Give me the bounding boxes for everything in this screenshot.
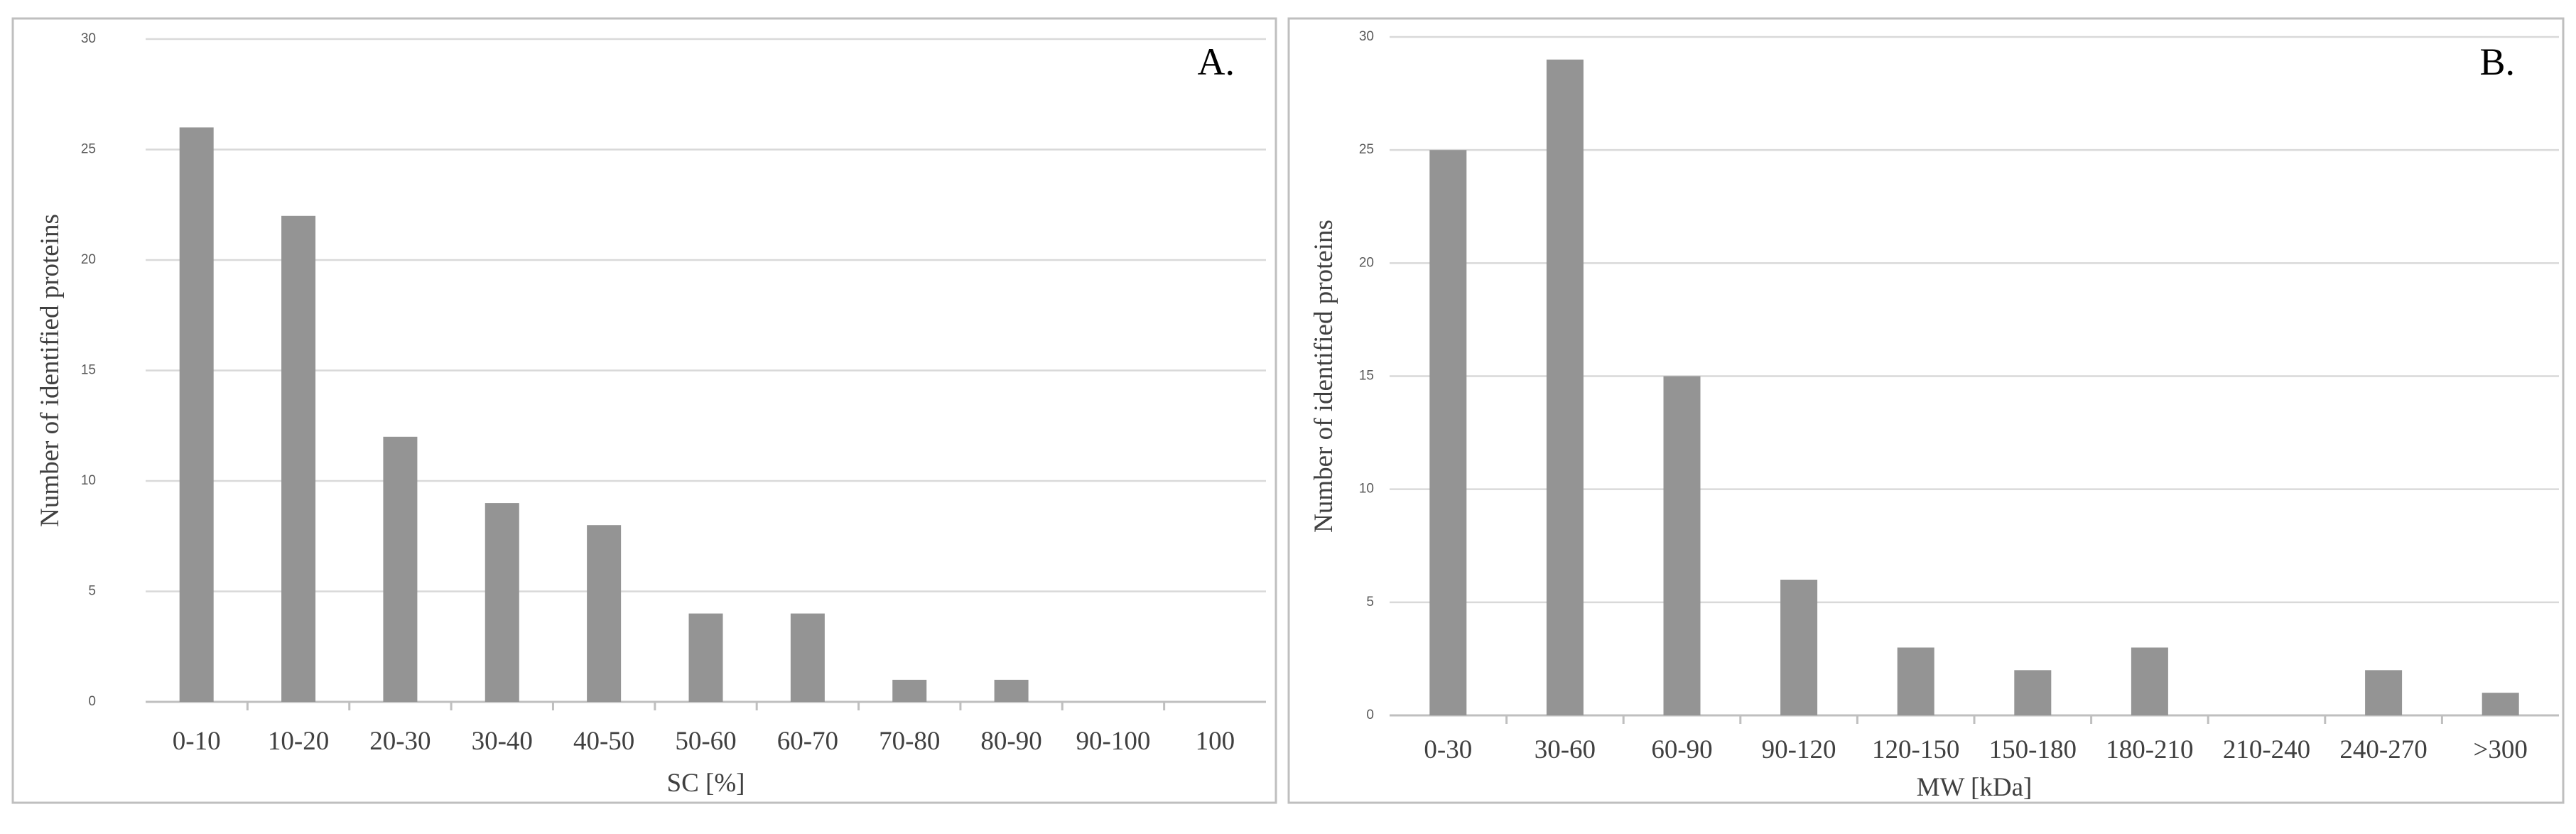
- y-tick-label: 25: [1359, 142, 1374, 157]
- x-tick-label: 100: [1196, 727, 1235, 756]
- x-tick-label: 0-30: [1424, 735, 1472, 764]
- bar: [994, 679, 1029, 702]
- panel-label: B.: [2479, 40, 2515, 83]
- x-tick-label: 30-40: [472, 727, 533, 756]
- bar: [179, 127, 214, 702]
- x-tick-label: 90-120: [1762, 735, 1836, 764]
- x-tick-label: 40-50: [573, 727, 634, 756]
- bar: [790, 613, 825, 702]
- x-tick-label: 70-80: [879, 727, 940, 756]
- y-tick-label: 0: [1366, 708, 1374, 722]
- x-tick-label: 180-210: [2106, 735, 2193, 764]
- x-tick-label: 240-270: [2339, 735, 2427, 764]
- bar: [587, 525, 622, 702]
- x-tick-label: 120-150: [1872, 735, 1959, 764]
- x-tick-label: >300: [2474, 735, 2528, 764]
- y-tick-label: 15: [81, 363, 96, 378]
- bar: [383, 436, 418, 702]
- bar: [2482, 693, 2519, 715]
- y-axis-label: Number of identified proteins: [36, 214, 65, 527]
- bar: [2365, 670, 2403, 715]
- x-tick-label: 0-10: [173, 727, 221, 756]
- x-axis-label: MW [kDa]: [1917, 773, 2033, 802]
- y-tick-label: 20: [1359, 255, 1374, 270]
- bar: [892, 679, 927, 702]
- bar: [1897, 647, 1934, 715]
- x-axis-label: SC [%]: [667, 769, 745, 798]
- y-tick-label: 0: [88, 694, 96, 709]
- bar: [1429, 150, 1467, 715]
- x-tick-label: 60-90: [1651, 735, 1712, 764]
- x-tick-label: 90-100: [1076, 727, 1151, 756]
- x-tick-label: 80-90: [980, 727, 1041, 756]
- bar: [1780, 580, 1818, 715]
- y-tick-label: 5: [1366, 595, 1374, 610]
- x-tick-label: 20-30: [369, 727, 431, 756]
- y-tick-label: 30: [81, 31, 96, 46]
- bar: [1546, 59, 1584, 716]
- x-tick-label: 60-70: [777, 727, 838, 756]
- panel-label: A.: [1198, 40, 1235, 83]
- x-tick-label: 50-60: [675, 727, 736, 756]
- panel-a: 0 5 10 15 20 25 30 0-10 10-20 20-30 30-40 40-50 50-6…: [11, 17, 1277, 804]
- x-tick-label: 210-240: [2223, 735, 2310, 764]
- x-tick-label: 30-60: [1535, 735, 1596, 764]
- bar: [281, 215, 316, 702]
- bar: [1663, 376, 1701, 715]
- y-tick-label: 15: [1359, 369, 1374, 384]
- y-tick-label: 25: [81, 142, 96, 157]
- y-tick-label: 5: [88, 584, 96, 599]
- x-tick-label: 10-20: [268, 727, 329, 756]
- panel-b: 0 5 10 15 20 25 30 0-30 30-60 60-90 90-120 120-150 1…: [1287, 17, 2565, 804]
- y-axis-label: Number of identified proteins: [1309, 220, 1338, 533]
- bar: [2014, 670, 2052, 715]
- y-tick-label: 10: [1359, 482, 1374, 497]
- bar: [2131, 647, 2168, 715]
- y-tick-label: 20: [81, 252, 96, 267]
- x-tick-label: 150-180: [1989, 735, 2077, 764]
- y-tick-label: 10: [81, 473, 96, 488]
- bar: [688, 613, 723, 702]
- y-tick-label: 30: [1359, 29, 1374, 44]
- bar: [485, 503, 519, 702]
